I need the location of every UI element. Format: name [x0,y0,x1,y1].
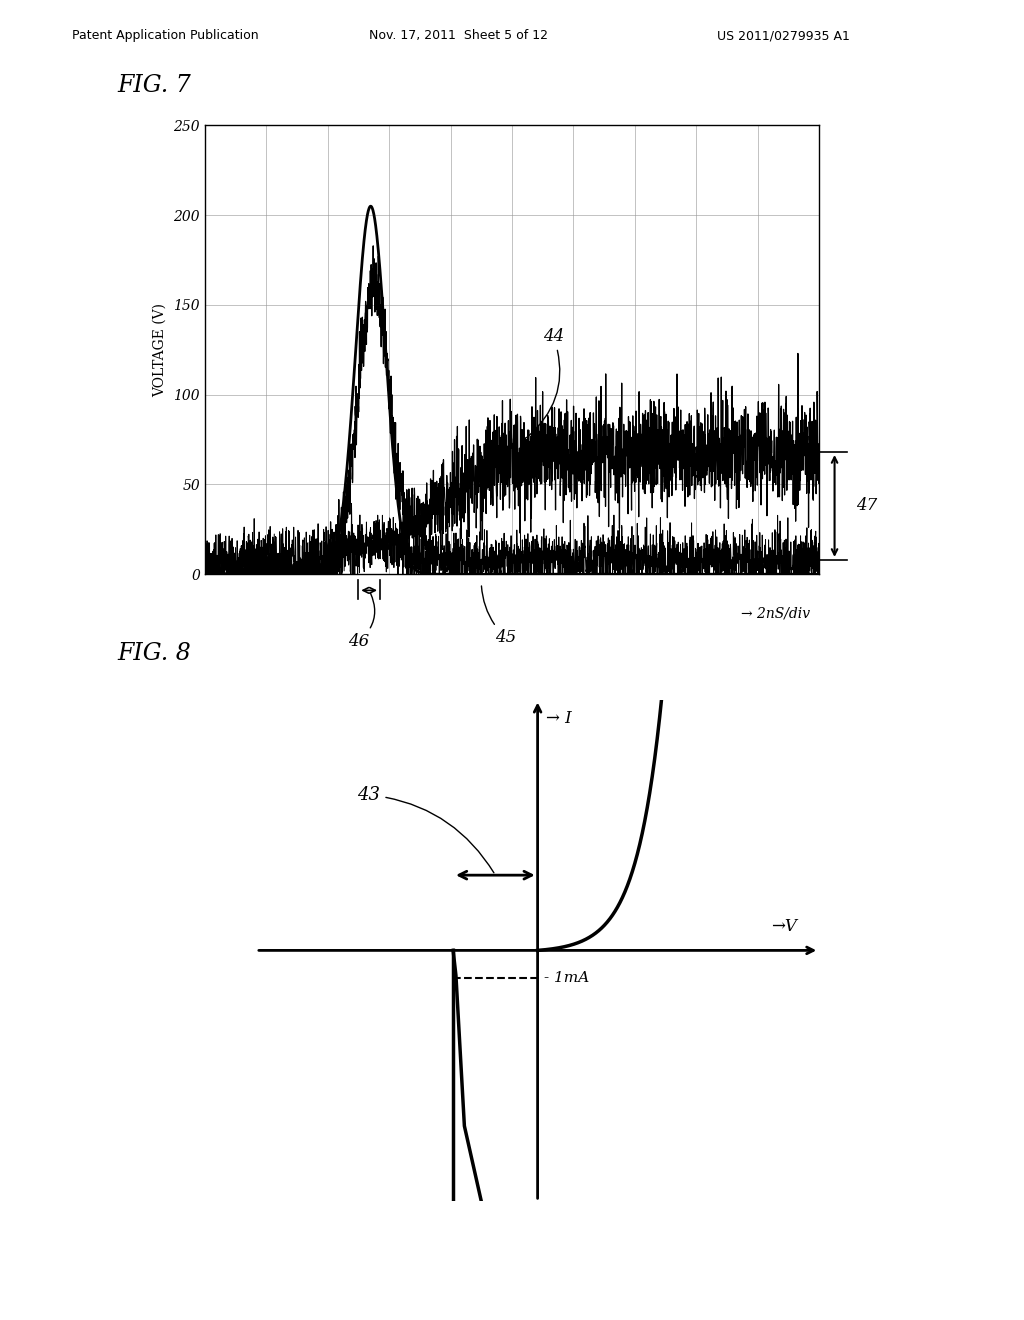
Text: → 2nS/div: → 2nS/div [740,606,810,620]
Text: US 2011/0279935 A1: US 2011/0279935 A1 [717,29,850,42]
Text: FIG. 8: FIG. 8 [118,642,191,665]
Text: 43: 43 [357,785,494,873]
Text: → I: → I [546,710,571,726]
Text: Patent Application Publication: Patent Application Publication [72,29,258,42]
Text: 44: 44 [526,327,564,438]
Text: FIG. 7: FIG. 7 [118,74,191,98]
Text: - 1mA: - 1mA [545,972,590,985]
Text: 46: 46 [348,593,375,649]
Text: 47: 47 [856,498,878,515]
Y-axis label: VOLTAGE (V): VOLTAGE (V) [153,302,166,397]
Text: →V: →V [771,919,797,936]
Text: Nov. 17, 2011  Sheet 5 of 12: Nov. 17, 2011 Sheet 5 of 12 [369,29,548,42]
Text: 45: 45 [481,586,516,647]
